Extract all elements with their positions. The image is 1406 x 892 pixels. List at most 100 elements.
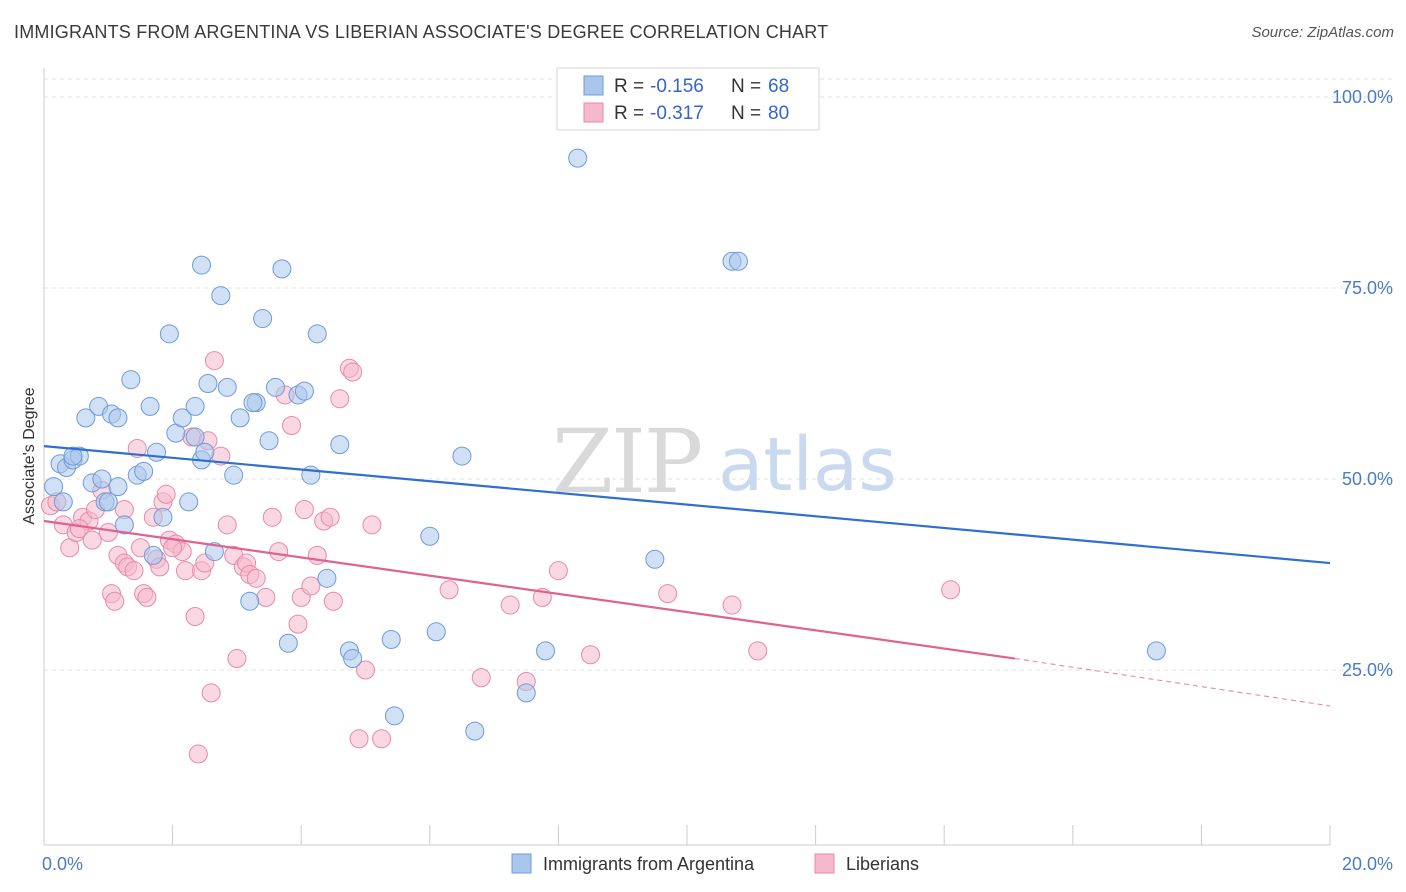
point-liberians-43: [256, 587, 276, 607]
x-tick-label-0: 0.0%: [42, 854, 83, 874]
point-liberians-34: [204, 351, 224, 371]
point-liberians-60: [356, 660, 375, 680]
legend-pink-n-label: N =: [731, 103, 761, 124]
legend-pink-r-label: R =: [614, 103, 644, 124]
trend-line-argentina: [43, 445, 1331, 565]
point-argentina-12: [121, 370, 141, 390]
point-argentina-50: [465, 721, 485, 741]
point-argentina-44: [343, 649, 363, 669]
point-argentina-38: [294, 381, 314, 401]
point-argentina-16: [147, 442, 167, 462]
point-liberians-61: [362, 515, 382, 535]
point-liberians-65: [500, 595, 520, 615]
y-tick-label-1: 50.0%: [1342, 469, 1393, 489]
legend-blue-r-value: -0.156: [650, 76, 704, 97]
point-liberians-56: [330, 389, 350, 409]
point-liberians-33: [201, 683, 221, 703]
point-argentina-11: [114, 515, 134, 535]
point-liberians-36: [217, 515, 237, 535]
point-liberians-48: [288, 614, 308, 634]
point-argentina-15: [140, 396, 160, 416]
point-argentina-40: [307, 324, 327, 344]
point-liberians-15: [124, 561, 144, 581]
point-argentina-34: [265, 377, 285, 397]
point-argentina-52: [536, 641, 556, 661]
point-liberians-59: [349, 729, 369, 749]
y-tick-label-2: 75.0%: [1342, 278, 1393, 298]
point-argentina-24: [198, 374, 218, 393]
point-argentina-46: [384, 706, 404, 726]
trend-line-liberians: [43, 519, 1016, 660]
point-argentina-64: [143, 545, 163, 565]
point-argentina-65: [92, 469, 112, 489]
trend-line-liberians-extension: [1014, 657, 1331, 707]
point-liberians-68: [548, 561, 568, 581]
point-argentina-62: [195, 442, 215, 462]
point-argentina-25: [204, 542, 224, 562]
point-argentina-47: [420, 526, 440, 546]
point-liberians-51: [301, 576, 321, 596]
point-argentina-28: [224, 465, 244, 485]
point-argentina-58: [192, 255, 212, 275]
point-liberians-64: [471, 668, 491, 688]
point-argentina-57: [1146, 641, 1166, 661]
point-liberians-11: [105, 591, 125, 611]
point-liberians-19: [137, 587, 157, 607]
point-argentina-41: [317, 568, 337, 588]
point-argentina-63: [53, 492, 73, 512]
point-argentina-20: [172, 408, 192, 428]
point-argentina-53: [568, 148, 588, 168]
point-argentina-54: [645, 549, 665, 569]
point-argentina-48: [426, 622, 446, 642]
point-argentina-49: [452, 446, 472, 466]
y-tick-labels: 25.0% 50.0% 75.0% 100.0%: [1332, 87, 1393, 680]
trend-lines: [43, 445, 1331, 707]
point-liberians-47: [282, 416, 302, 436]
point-liberians-58: [343, 362, 363, 382]
chart-source: Source: ZipAtlas.com: [1251, 24, 1394, 41]
point-liberians-50: [294, 500, 314, 520]
point-argentina-56: [728, 251, 748, 271]
y-tick-label-3: 100.0%: [1332, 87, 1393, 107]
watermark-atlas: atlas: [718, 422, 897, 508]
point-liberians-9: [98, 522, 118, 542]
point-argentina-21: [179, 492, 199, 512]
point-argentina-22: [185, 396, 205, 416]
bottom-legend-label-liberians: Liberians: [846, 854, 919, 874]
legend-swatch-pink: [583, 102, 604, 123]
point-argentina-66: [243, 393, 263, 413]
x-tick-labels: 0.0% 20.0%: [42, 854, 1393, 874]
point-liberians-55: [323, 591, 343, 611]
series-legend: Immigrants from Argentina Liberians: [511, 853, 919, 874]
point-liberians-77: [82, 530, 102, 550]
point-argentina-5: [76, 408, 96, 428]
point-argentina-27: [217, 377, 237, 397]
point-liberians-27: [175, 561, 195, 581]
point-argentina-45: [381, 629, 401, 649]
point-argentina-42: [330, 435, 350, 455]
point-liberians-63: [439, 580, 459, 600]
point-liberians-54: [320, 507, 340, 527]
bottom-legend-label-argentina: Immigrants from Argentina: [543, 854, 755, 874]
y-tick-label-0: 25.0%: [1342, 660, 1393, 680]
point-argentina-36: [278, 633, 298, 653]
point-liberians-69: [581, 645, 601, 665]
point-liberians-74: [188, 744, 208, 764]
series-argentina: [44, 148, 1166, 741]
chart-title: IMMIGRANTS FROM ARGENTINA VS LIBERIAN AS…: [14, 22, 829, 42]
point-liberians-72: [748, 641, 768, 661]
point-argentina-29: [230, 408, 250, 428]
legend-blue-n-label: N =: [731, 76, 761, 97]
point-liberians-73: [941, 580, 961, 600]
point-liberians-75: [156, 484, 176, 504]
point-liberians-44: [262, 507, 282, 527]
point-liberians-62: [372, 729, 392, 749]
point-liberians-38: [227, 649, 247, 669]
x-tick-label-1: 20.0%: [1342, 854, 1393, 874]
point-argentina-0: [44, 477, 64, 497]
legend-swatch-blue: [583, 75, 604, 96]
point-argentina-51: [516, 683, 536, 703]
point-argentina-67: [108, 408, 128, 428]
point-argentina-18: [159, 324, 179, 344]
